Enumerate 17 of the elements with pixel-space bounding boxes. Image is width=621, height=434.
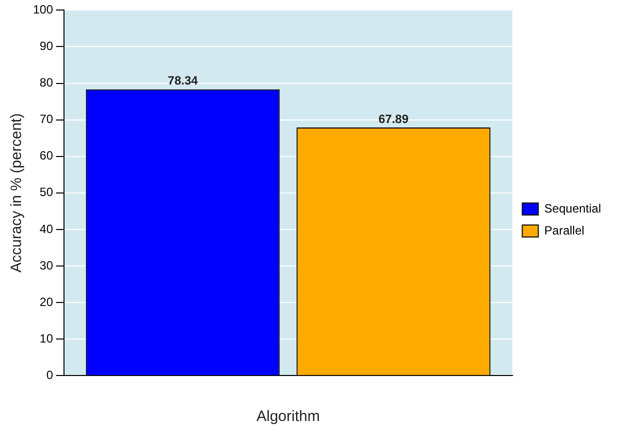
y-axis-title: Accuracy in % (percent) [8,113,26,273]
y-tick-label: 10 [40,331,54,346]
data-label: 67.89 [378,112,409,126]
y-tick-label: 50 [40,185,54,200]
y-tick-label: 20 [40,294,54,309]
legend-label: Sequential [544,201,602,216]
x-axis-title: Algorithm [256,408,320,426]
legend-label: Parallel [544,223,584,238]
y-tick-label: 30 [40,258,54,272]
y-tick-label: 0 [46,368,54,382]
y-tick-label: 60 [40,148,54,163]
y-tick-label: 70 [40,112,54,126]
y-tick-label: 40 [40,222,54,236]
y-tick-label: 90 [40,39,54,54]
y-tick-label: 80 [40,76,54,90]
y-tick-label: 100 [32,2,54,17]
data-label: 78.34 [168,74,198,88]
